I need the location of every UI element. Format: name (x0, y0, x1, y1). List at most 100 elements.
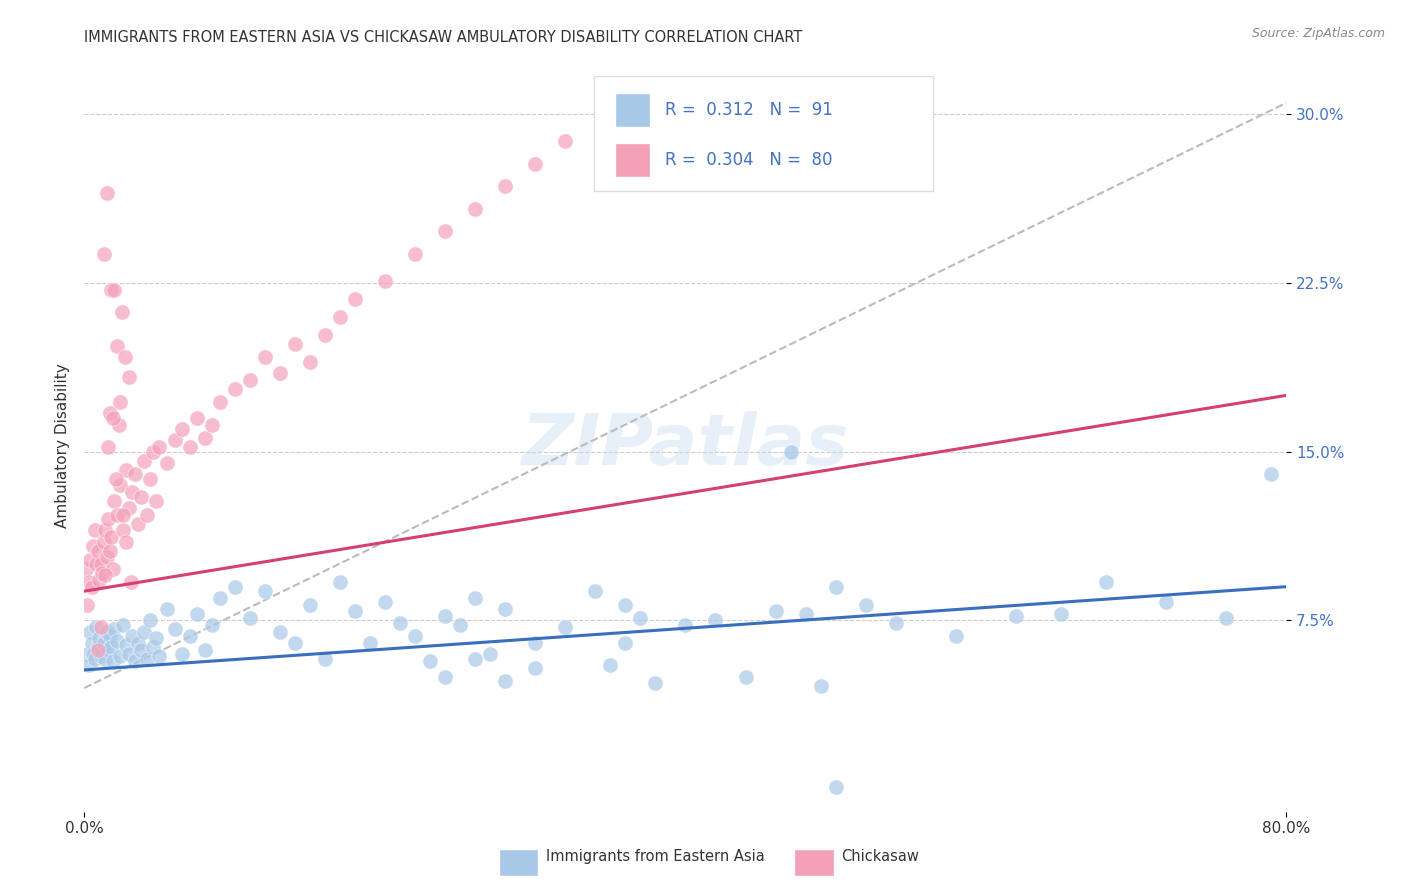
Point (186, 410, 208, 425)
Point (156, 456, 179, 470)
Point (554, 620, 576, 634)
Point (98, 543, 121, 558)
Point (145, 494, 167, 508)
Point (734, 670, 756, 684)
Point (124, 467, 146, 482)
Point (554, 134, 576, 148)
Point (583, 584, 606, 599)
Point (269, 624, 291, 639)
Point (765, 604, 787, 618)
Point (810, 679, 832, 693)
Point (170, 422, 193, 436)
Point (90, 649, 112, 664)
Point (855, 598, 877, 612)
Point (148, 649, 170, 664)
Point (139, 614, 162, 628)
Point (269, 366, 291, 380)
Point (86, 557, 108, 571)
Point (96, 186, 118, 200)
Point (107, 339, 129, 353)
Text: ZIPatlas: ZIPatlas (522, 411, 849, 481)
Point (628, 611, 651, 625)
Point (253, 350, 276, 364)
Point (94, 524, 117, 538)
Point (284, 636, 307, 650)
Point (89, 632, 111, 646)
Point (90, 557, 112, 571)
Point (224, 382, 246, 396)
Point (449, 618, 471, 632)
Point (434, 224, 457, 238)
Point (127, 516, 149, 531)
Point (824, 580, 846, 594)
Point (76, 647, 98, 661)
Point (118, 500, 141, 515)
Point (93, 534, 115, 549)
Point (479, 647, 502, 661)
Point (419, 654, 441, 668)
Point (121, 629, 143, 643)
Point (494, 602, 516, 616)
Point (1050, 607, 1073, 621)
Point (464, 591, 486, 605)
Point (87, 642, 110, 657)
Point (82, 539, 104, 553)
Point (93, 636, 115, 650)
Point (1095, 575, 1118, 590)
Point (824, 780, 846, 794)
Point (98, 629, 121, 643)
Point (112, 508, 135, 522)
Point (614, 598, 637, 612)
Point (118, 647, 141, 661)
Point (284, 336, 307, 351)
Point (87, 640, 110, 655)
Point (114, 350, 136, 364)
Point (614, 636, 637, 650)
Point (120, 575, 142, 590)
Point (80, 580, 103, 594)
Point (298, 354, 321, 368)
Point (179, 629, 201, 643)
Point (1215, 611, 1237, 625)
Point (179, 440, 201, 454)
Point (145, 632, 167, 646)
Point (194, 642, 217, 657)
Point (524, 156, 547, 170)
Point (239, 611, 262, 625)
Point (208, 591, 231, 605)
Point (343, 292, 366, 306)
Point (94, 651, 117, 665)
Point (148, 440, 170, 454)
Point (107, 508, 129, 522)
Point (103, 494, 125, 508)
Point (139, 472, 162, 486)
Text: Immigrants from Eastern Asia: Immigrants from Eastern Asia (546, 849, 765, 863)
Point (115, 462, 138, 476)
Point (494, 179, 516, 194)
Point (201, 618, 224, 632)
Point (100, 530, 122, 544)
Point (136, 508, 159, 522)
Point (675, 618, 697, 632)
Point (186, 607, 208, 621)
Point (79, 624, 101, 639)
Point (97, 642, 120, 657)
Point (314, 327, 336, 342)
Point (343, 604, 366, 618)
Point (298, 598, 321, 612)
Point (76, 598, 98, 612)
Point (97, 440, 120, 454)
Point (110, 478, 132, 492)
Point (239, 373, 262, 387)
Text: R =  0.312   N =  91: R = 0.312 N = 91 (665, 101, 832, 119)
Point (494, 674, 516, 689)
Point (794, 607, 817, 621)
Text: Source: ZipAtlas.com: Source: ZipAtlas.com (1251, 27, 1385, 40)
Point (110, 649, 132, 664)
Point (101, 410, 124, 425)
Point (118, 370, 141, 384)
Point (434, 608, 457, 623)
Point (224, 580, 246, 594)
Point (96, 550, 118, 565)
Point (434, 670, 457, 684)
